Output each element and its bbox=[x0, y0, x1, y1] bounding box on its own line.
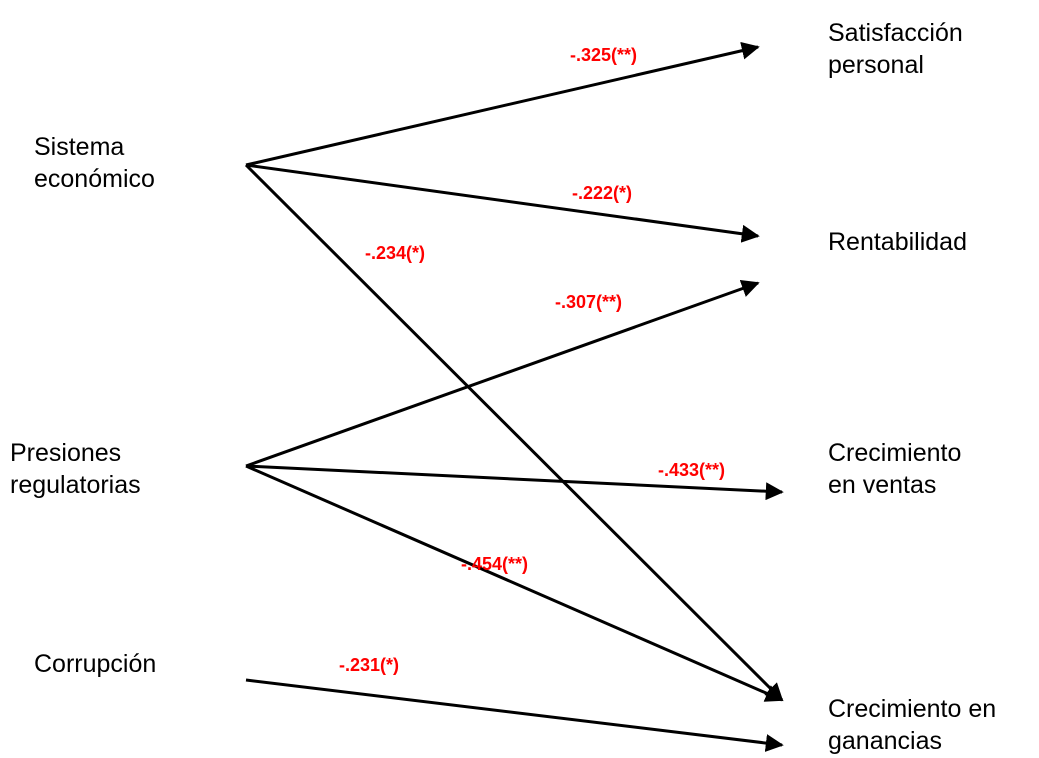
arrow-sistema-to-satisfaccion bbox=[245, 41, 760, 167]
node-label-line: Rentabilidad bbox=[828, 228, 967, 256]
arrow-sistema-to-ganancias bbox=[244, 163, 784, 702]
node-label-line: Crecimiento bbox=[828, 439, 962, 467]
coefficient-sistema-rentabilidad: -.222(*) bbox=[572, 183, 633, 203]
node-label-line: Presiones bbox=[10, 439, 122, 467]
arrow-corrupcion-to-ganancias bbox=[245, 678, 784, 752]
coefficient-corrupcion-ganancias: -.231(*) bbox=[339, 655, 400, 675]
node-label-line: Satisfacción bbox=[828, 19, 963, 47]
node-satisfaccion-personal: Satisfacción personal bbox=[828, 17, 963, 81]
node-crecimiento-ganancias: Crecimiento en ganancias bbox=[828, 693, 996, 757]
coefficient-presiones-ganancias: -.454(**) bbox=[461, 554, 529, 574]
coefficient-presiones-ventas: -.433(**) bbox=[658, 460, 726, 480]
node-label-line: ganancias bbox=[828, 727, 942, 755]
node-label-line: Crecimiento en bbox=[828, 695, 997, 723]
node-label-line: Corrupción bbox=[34, 650, 157, 678]
arrow-sistema-to-rentabilidad bbox=[245, 163, 760, 243]
coefficient-presiones-rentabilidad: -.307(**) bbox=[555, 292, 623, 312]
node-label-line: personal bbox=[828, 51, 924, 79]
node-sistema-economico: Sistema económico bbox=[34, 131, 155, 195]
node-rentabilidad: Rentabilidad bbox=[828, 226, 967, 258]
coefficient-sistema-ganancias: -.234(*) bbox=[365, 243, 426, 263]
node-corrupcion: Corrupción bbox=[34, 648, 156, 680]
node-crecimiento-ventas: Crecimiento en ventas bbox=[828, 437, 961, 501]
arrow-presiones-to-ventas bbox=[245, 464, 784, 501]
node-label-line: económico bbox=[34, 165, 155, 193]
node-label-line: Sistema bbox=[34, 133, 125, 161]
coefficient-sistema-satisfaccion: -.325(**) bbox=[570, 45, 638, 65]
arrow-presiones-to-ganancias bbox=[245, 464, 784, 702]
node-presiones-regulatorias: Presiones regulatorias bbox=[10, 437, 141, 501]
node-label-line: regulatorias bbox=[10, 471, 141, 499]
node-label-line: en ventas bbox=[828, 471, 937, 499]
arrow-presiones-to-rentabilidad bbox=[245, 279, 760, 468]
